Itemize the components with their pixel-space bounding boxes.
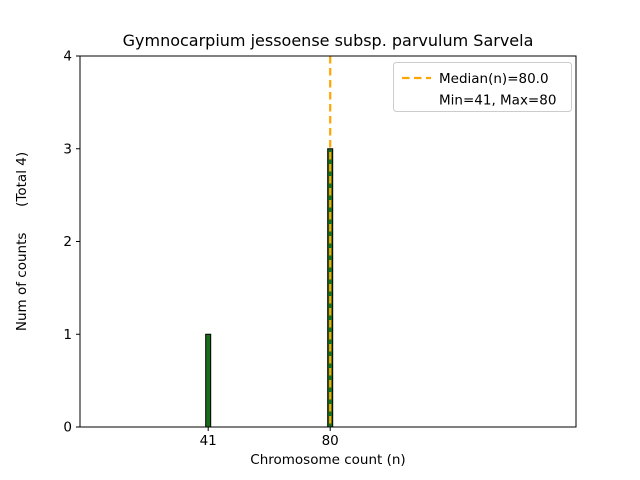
y-axis-label: Num of counts (Total 4)	[14, 152, 30, 331]
chart-title: Gymnocarpium jessoense subsp. parvulum S…	[123, 31, 534, 50]
axes-border	[79, 55, 577, 428]
x-tick-label: 41	[200, 433, 217, 449]
legend-entry-median: Median(n)=80.0	[439, 71, 549, 87]
y-tick-label: 4	[63, 49, 72, 65]
y-tick-label: 3	[63, 141, 72, 157]
bar	[205, 333, 212, 428]
plot-dynamic-layer: 41 80 0 1 2 3 4	[63, 49, 338, 449]
y-tick-label: 1	[63, 327, 72, 343]
y-tick-label: 2	[63, 234, 72, 250]
legend: Median(n)=80.0 Min=41, Max=80	[393, 62, 572, 112]
legend-entry-min-max: Min=41, Max=80	[439, 93, 556, 109]
legend-frame	[393, 62, 572, 112]
x-axis-label: Chromosome count (n)	[250, 452, 405, 468]
x-tick-label: 80	[322, 433, 339, 449]
y-tick-label: 0	[63, 420, 72, 436]
